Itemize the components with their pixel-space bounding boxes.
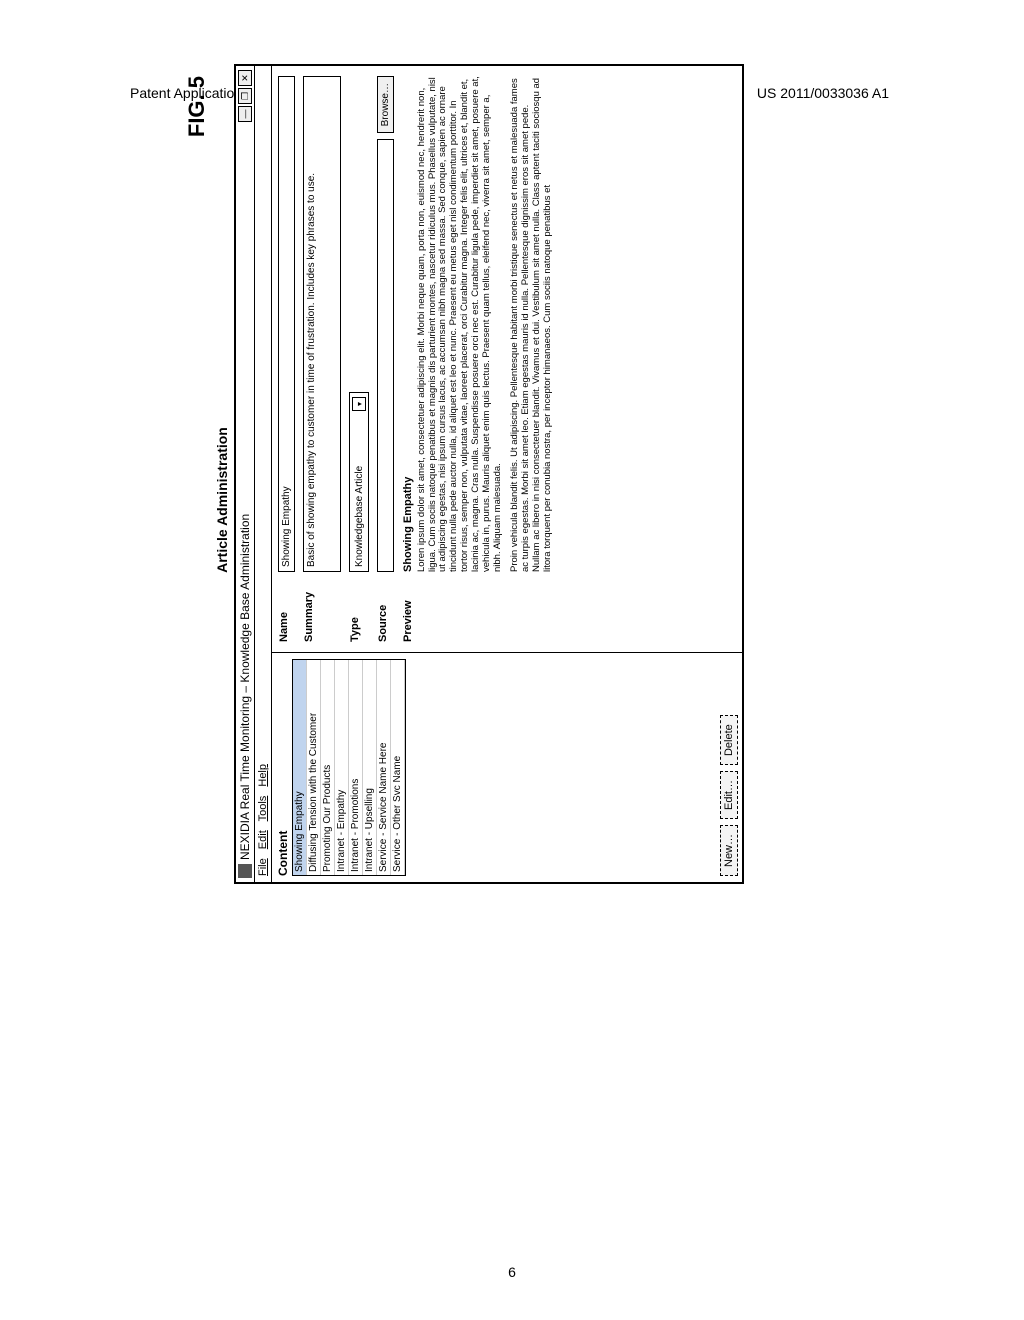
preview-content: Showing Empathy Loren ipsum dolor sit am… xyxy=(402,76,560,572)
preview-title: Showing Empathy xyxy=(402,76,415,572)
source-input[interactable] xyxy=(377,139,394,572)
type-label: Type xyxy=(349,572,361,642)
window-title: NEXIDIA Real Time Monitoring – Knowledge… xyxy=(238,514,252,860)
list-item[interactable]: Promoting Our Products xyxy=(321,660,335,875)
summary-input[interactable]: Basic of showing empathy to customer in … xyxy=(303,76,341,572)
edit-button[interactable]: Edit… xyxy=(720,771,738,819)
page-number: 6 xyxy=(0,1264,1024,1280)
content-panel: Content Showing Empathy Diffusing Tensio… xyxy=(272,652,742,882)
app-icon xyxy=(238,864,252,878)
content-list[interactable]: Showing Empathy Diffusing Tension with t… xyxy=(292,659,406,876)
list-item[interactable]: Diffusing Tension with the Customer xyxy=(307,660,321,875)
chevron-down-icon[interactable]: ▾ xyxy=(352,397,366,411)
new-button[interactable]: New… xyxy=(720,825,738,876)
browse-button[interactable]: Browse… xyxy=(377,76,394,133)
summary-label: Summary xyxy=(303,572,315,642)
menubar: File Edit Tools Help xyxy=(255,66,272,882)
pub-number: US 2011/0033036 A1 xyxy=(757,85,889,101)
name-label: Name xyxy=(278,572,290,642)
menu-edit[interactable]: Edit xyxy=(257,830,269,849)
app-window: NEXIDIA Real Time Monitoring – Knowledge… xyxy=(234,64,744,884)
list-item[interactable]: Intranet - Empathy xyxy=(335,660,349,875)
content-heading: Content xyxy=(276,659,290,876)
list-item[interactable]: Intranet - Promotions xyxy=(349,660,363,875)
preview-para: Loren ipsum dolor sit amet, consectetuer… xyxy=(417,76,504,572)
detail-panel: Name Showing Empathy Summary Basic of sh… xyxy=(272,66,742,652)
minimize-button[interactable]: — xyxy=(238,106,252,122)
close-button[interactable]: ✕ xyxy=(238,70,252,86)
list-item[interactable]: Intranet - Upselling xyxy=(363,660,377,875)
maximize-button[interactable]: ❐ xyxy=(238,88,252,104)
preview-label: Preview xyxy=(402,572,414,642)
app-title: Article Administration xyxy=(214,116,230,884)
type-select[interactable]: Knowledgebase Article ▾ xyxy=(349,392,369,572)
menu-file[interactable]: File xyxy=(257,858,269,876)
list-item[interactable]: Service - Service Name Here xyxy=(377,660,391,875)
preview-para: Proin vehicula blandit felis. Ut adipisc… xyxy=(510,76,554,572)
delete-button[interactable]: Delete xyxy=(720,715,738,765)
type-value: Knowledgebase Article xyxy=(354,466,365,567)
list-item[interactable]: Showing Empathy xyxy=(293,660,307,875)
titlebar: NEXIDIA Real Time Monitoring – Knowledge… xyxy=(236,66,255,882)
menu-tools[interactable]: Tools xyxy=(257,796,269,822)
name-input[interactable]: Showing Empathy xyxy=(278,76,295,572)
menu-help[interactable]: Help xyxy=(257,764,269,787)
figure-label: FIG. 5 xyxy=(184,76,210,137)
list-item[interactable]: Service - Other Svc Name xyxy=(391,660,405,875)
source-label: Source xyxy=(377,572,389,642)
